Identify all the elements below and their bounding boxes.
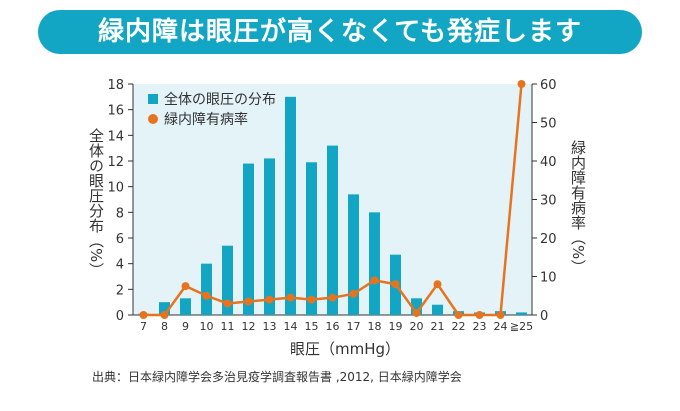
y2-tick-label: 60 [540, 78, 557, 93]
point-21 [433, 280, 442, 289]
bar-12 [243, 163, 254, 315]
y-axis-label: 全体の眼圧分布（%） [87, 128, 105, 278]
bar-8 [159, 302, 170, 315]
x-tick-label: 15 [305, 320, 319, 333]
x-tick-label: 8 [161, 320, 168, 333]
bar-≧25 [516, 312, 527, 315]
x-tick-label: 7 [140, 320, 147, 333]
point-7 [139, 311, 148, 319]
y2-tick-label: 50 [540, 117, 557, 132]
x-tick-label: 12 [242, 320, 256, 333]
point-16 [328, 293, 337, 302]
x-tick-label: 10 [200, 320, 214, 333]
legend-line-label: 緑内障有病率 [164, 111, 248, 128]
bar-16 [327, 145, 338, 315]
point-10 [202, 291, 211, 300]
y-tick-label: 16 [107, 104, 124, 119]
x-tick-label: 22 [452, 320, 466, 333]
legend-bar-swatch [148, 94, 158, 104]
x-tick-label: 20 [410, 320, 424, 333]
point-17 [349, 289, 358, 298]
bar-14 [285, 96, 296, 315]
y-tick-label: 2 [116, 283, 124, 298]
y2-tick-label: 20 [540, 232, 557, 247]
x-tick-label: 17 [347, 320, 361, 333]
y-tick-label: 6 [116, 232, 124, 247]
y-tick-label: 14 [107, 129, 124, 144]
bar-10 [201, 263, 212, 315]
bar-11 [222, 245, 233, 315]
y2-tick-label: 40 [540, 155, 557, 170]
legend-bar-label: 全体の眼圧の分布 [164, 91, 276, 108]
x-axis-label: 眼圧（mmHg） [290, 340, 401, 358]
point-20 [412, 309, 421, 318]
x-tick-label: ≧25 [510, 320, 533, 333]
legend-line-swatch [148, 114, 158, 124]
y-tick-label: 12 [107, 155, 124, 170]
bar-13 [264, 158, 275, 315]
y-tick-label: 18 [107, 78, 124, 93]
x-tick-label: 21 [431, 320, 445, 333]
x-tick-label: 11 [221, 320, 235, 333]
source-note: 出典：日本緑内障学会多治見疫学調査報告書 ,2012, 日本緑内障学会 [92, 370, 462, 384]
point-24 [496, 311, 505, 319]
x-tick-label: 19 [389, 320, 403, 333]
point-12 [244, 297, 253, 306]
bar-17 [348, 194, 359, 315]
x-tick-label: 9 [182, 320, 189, 333]
y-tick-label: 8 [116, 206, 124, 221]
y2-axis-label: 緑内障有病率（%） [569, 140, 587, 275]
bar-9 [180, 298, 191, 315]
point-8 [160, 311, 169, 319]
point-19 [391, 280, 400, 289]
point-23 [475, 311, 484, 319]
bar-15 [306, 162, 317, 315]
bar-18 [369, 212, 380, 315]
point-11 [223, 299, 232, 308]
point-22 [454, 311, 463, 319]
y2-tick-label: 30 [540, 194, 557, 209]
point-18 [370, 276, 379, 285]
x-tick-label: 24 [494, 320, 508, 333]
x-tick-label: 18 [368, 320, 382, 333]
point-9 [181, 282, 190, 291]
x-tick-label: 16 [326, 320, 340, 333]
y2-tick-label: 10 [540, 271, 557, 286]
x-tick-label: 14 [284, 320, 298, 333]
y-tick-label: 0 [116, 309, 124, 324]
x-tick-label: 13 [263, 320, 277, 333]
title-banner: 緑内障は眼圧が高くなくても発症します [38, 10, 642, 54]
y2-tick-label: 0 [540, 309, 548, 324]
point-13 [265, 295, 274, 304]
point-14 [286, 293, 295, 302]
bar-21 [432, 304, 443, 315]
bar-20 [411, 298, 422, 315]
point-≧25 [517, 80, 526, 88]
y-tick-label: 10 [107, 181, 124, 196]
x-tick-label: 23 [473, 320, 487, 333]
point-15 [307, 295, 316, 304]
y-tick-label: 4 [116, 258, 124, 273]
